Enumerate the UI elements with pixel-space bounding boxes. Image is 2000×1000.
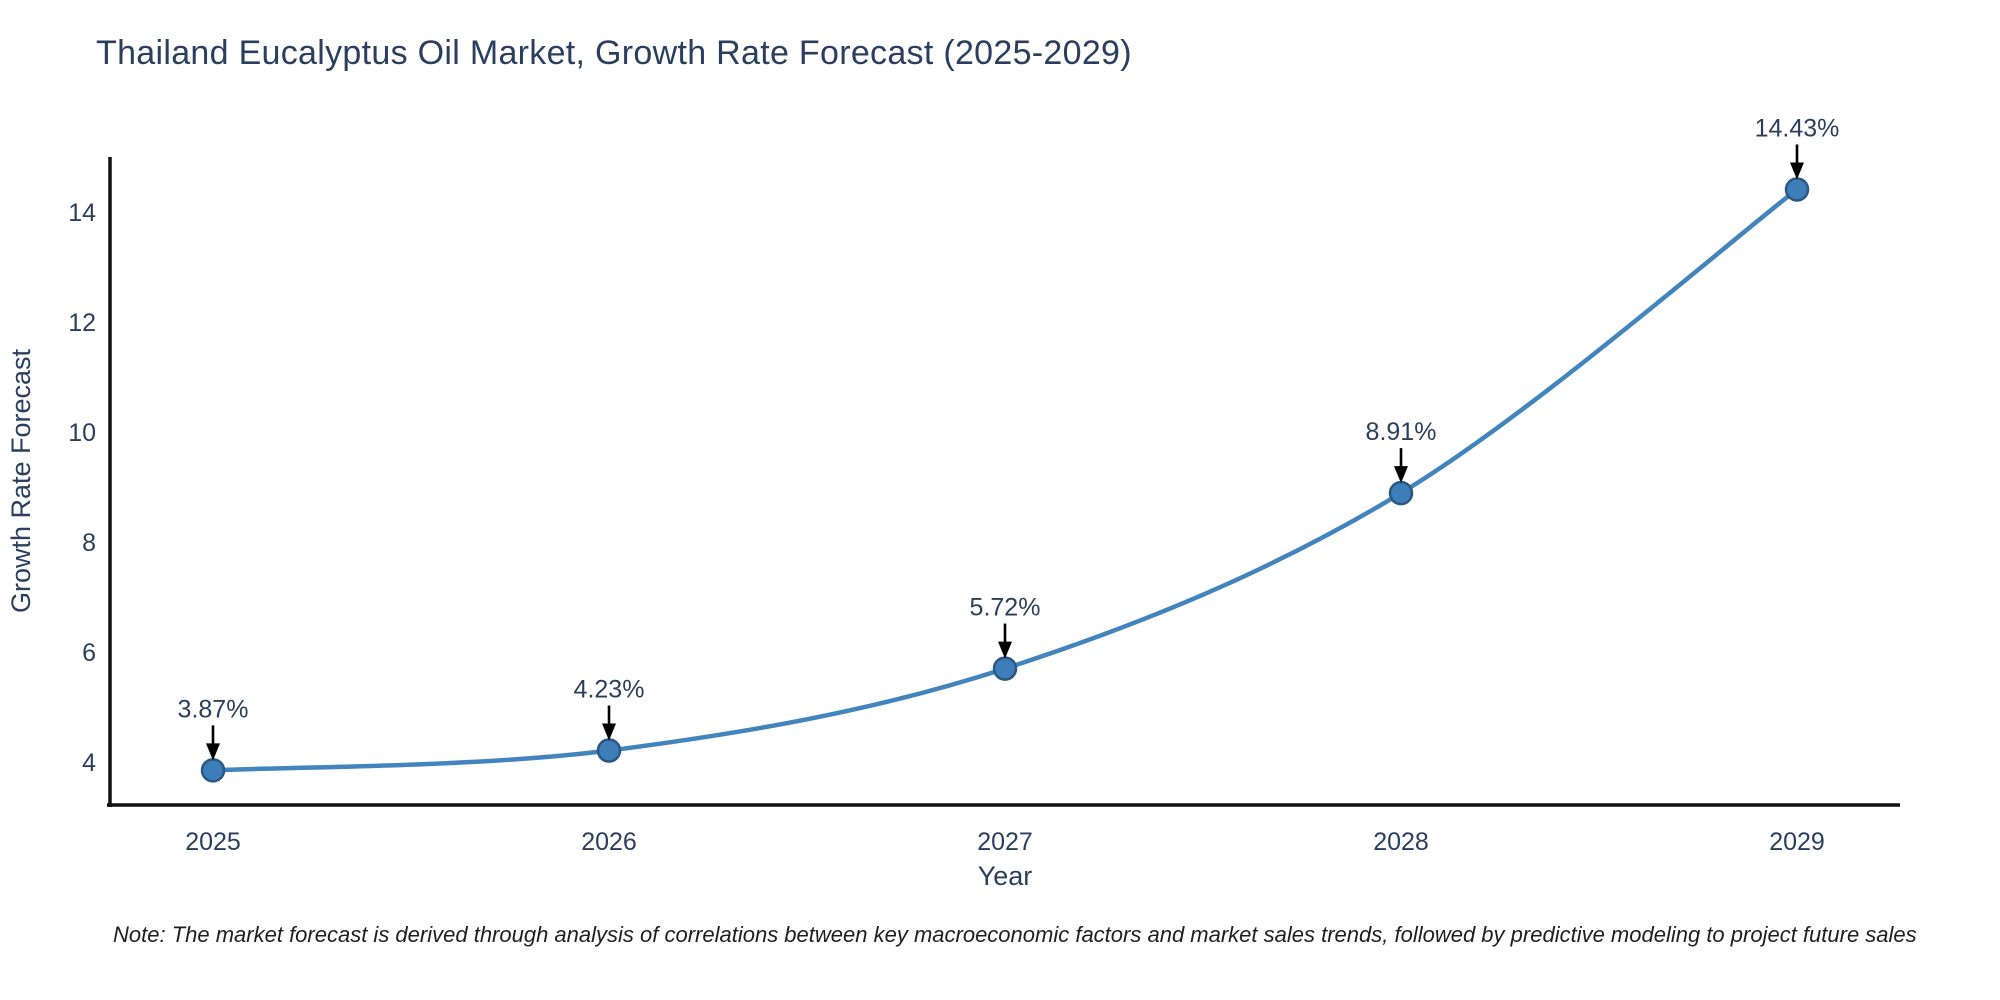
y-tick-label: 14	[68, 199, 96, 227]
annotation-arrowhead	[998, 641, 1012, 659]
data-point-2026	[596, 738, 622, 763]
annotation-label: 8.91%	[1366, 418, 1437, 446]
data-point-2027	[992, 656, 1018, 681]
annotation-arrowhead	[1394, 466, 1408, 484]
data-point-2029	[1784, 177, 1810, 202]
x-tick-label: 2029	[1769, 828, 1825, 856]
chart-footnote: Note: The market forecast is derived thr…	[113, 922, 1917, 947]
y-axis-title: Growth Rate Forecast	[6, 348, 36, 613]
x-tick-label: 2026	[581, 828, 637, 856]
annotation-label: 14.43%	[1755, 114, 1840, 142]
annotation-arrowhead	[602, 723, 616, 741]
y-tick-label: 6	[82, 639, 96, 667]
data-point-2028	[1388, 480, 1414, 506]
annotation-label: 3.87%	[178, 695, 249, 723]
y-tick-label: 12	[68, 309, 96, 337]
x-tick-label: 2028	[1373, 828, 1429, 856]
annotation-label: 4.23%	[574, 676, 645, 704]
chart-title: Thailand Eucalyptus Oil Market, Growth R…	[96, 34, 1132, 72]
y-tick-label: 8	[82, 529, 96, 557]
annotation-arrowhead	[1790, 162, 1804, 180]
y-tick-label: 10	[68, 419, 96, 447]
x-tick-label: 2025	[185, 828, 241, 856]
y-tick-label: 4	[82, 749, 96, 777]
annotation-label: 5.72%	[970, 594, 1041, 622]
trend-line	[210, 187, 1800, 773]
data-point-2025	[200, 758, 226, 783]
x-axis-title: Year	[978, 861, 1033, 891]
x-tick-label: 2027	[977, 828, 1033, 856]
annotation-arrowhead	[206, 743, 220, 761]
